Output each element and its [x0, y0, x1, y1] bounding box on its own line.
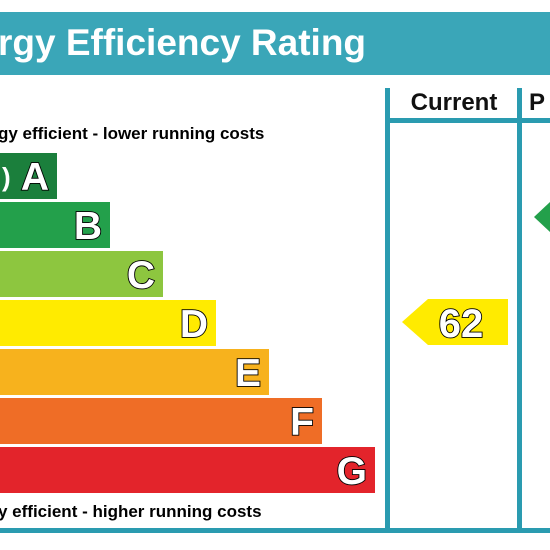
top-caption: gy efficient - lower running costs: [0, 124, 264, 143]
middle-column-line: [517, 88, 522, 530]
current-rating-value: 62: [439, 302, 484, 346]
band-c-bar: [0, 251, 163, 297]
band-e-letter: E: [235, 352, 261, 395]
potential-rating-marker: [534, 202, 550, 232]
current-rating-arrow: [402, 299, 508, 345]
band-a-range: ): [2, 162, 11, 192]
band-d-bar: [0, 300, 216, 346]
band-b-letter: B: [74, 205, 102, 248]
current-column-header: Current: [411, 89, 498, 116]
band-d-letter: D: [180, 303, 208, 346]
potential-column-header: P: [529, 89, 545, 116]
band-e-bar: [0, 349, 269, 395]
band-f-letter: F: [290, 401, 314, 444]
band-b-bar: [0, 202, 110, 248]
band-g-letter: G: [337, 450, 367, 493]
header-underline: [385, 118, 550, 123]
band-f-bar: [0, 398, 322, 444]
band-a-bar: [0, 153, 57, 199]
band-g-bar: [0, 447, 375, 493]
bottom-caption: y efficient - higher running costs: [0, 502, 262, 521]
left-column-line: [385, 88, 390, 530]
band-a-letter: A: [21, 156, 49, 199]
title-bar: [0, 12, 550, 75]
bottom-line: [0, 528, 550, 533]
potential-rating-arrow: [534, 202, 550, 232]
band-c-letter: C: [127, 254, 155, 297]
current-rating-marker: 62: [402, 299, 508, 347]
chart-title: rgy Efficiency Rating: [0, 22, 366, 63]
